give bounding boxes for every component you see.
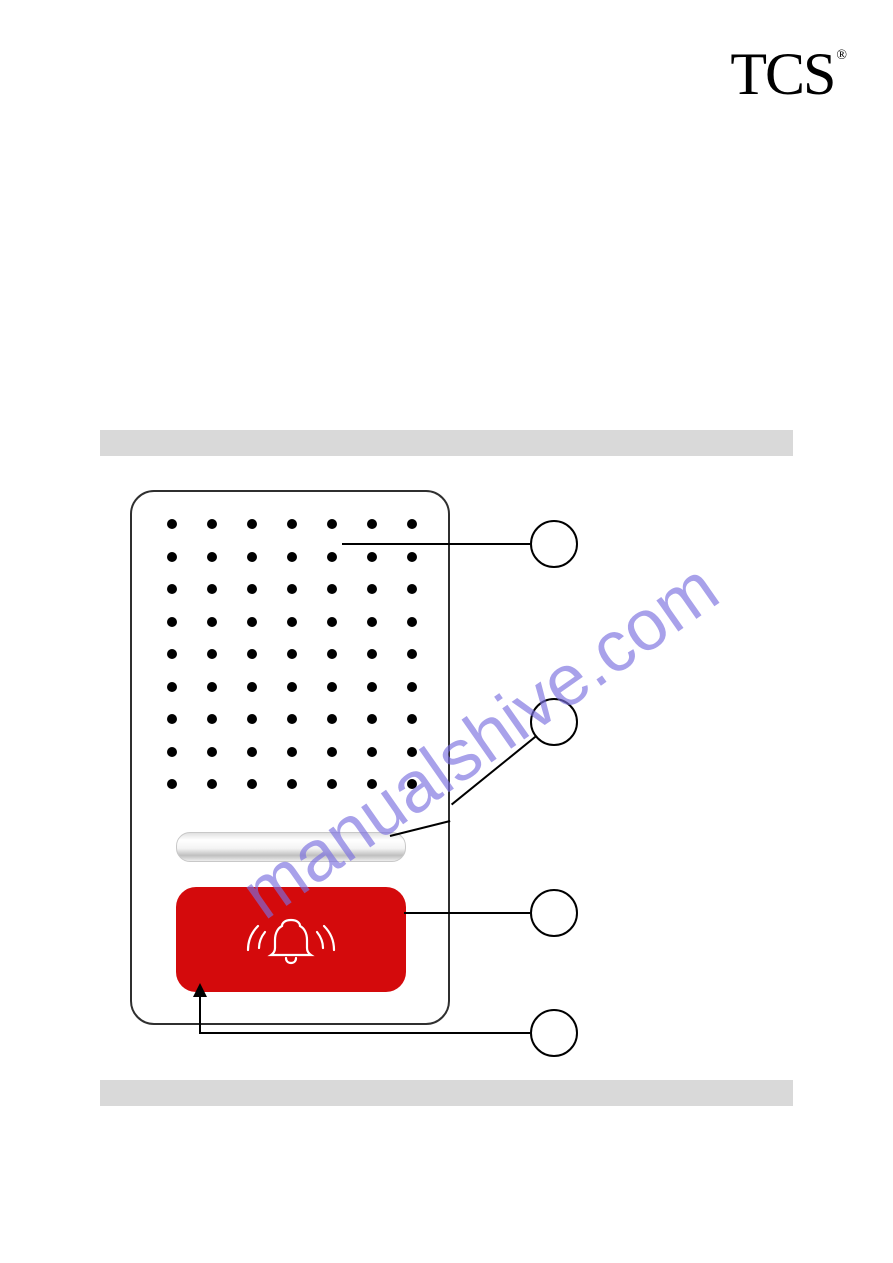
- speaker-dot: [407, 682, 417, 692]
- speaker-dot: [247, 649, 257, 659]
- speaker-dot: [407, 714, 417, 724]
- speaker-dot: [167, 649, 177, 659]
- speaker-dot: [207, 617, 217, 627]
- speaker-dot: [367, 747, 377, 757]
- speaker-dot: [167, 584, 177, 594]
- speaker-dot: [367, 617, 377, 627]
- speaker-dot: [327, 584, 337, 594]
- speaker-dot: [207, 519, 217, 529]
- speaker-dot: [367, 779, 377, 789]
- callout-leader: [342, 543, 530, 545]
- speaker-dot: [407, 552, 417, 562]
- speaker-dot: [407, 617, 417, 627]
- speaker-dot: [367, 682, 377, 692]
- speaker-dot: [167, 714, 177, 724]
- speaker-dot: [167, 779, 177, 789]
- speaker-dot: [287, 747, 297, 757]
- speaker-dot: [167, 682, 177, 692]
- speaker-dot: [167, 617, 177, 627]
- speaker-dot: [247, 519, 257, 529]
- speaker-dot: [247, 747, 257, 757]
- speaker-dot: [287, 682, 297, 692]
- brand-logo: TCS®: [730, 40, 843, 109]
- speaker-dot: [327, 747, 337, 757]
- speaker-dot: [327, 682, 337, 692]
- speaker-dot: [287, 779, 297, 789]
- speaker-dot: [367, 714, 377, 724]
- speaker-grille: [172, 524, 412, 784]
- speaker-dot: [287, 552, 297, 562]
- speaker-dot: [207, 552, 217, 562]
- callout-arrow-head: [193, 983, 207, 997]
- bell-icon: [241, 910, 341, 970]
- speaker-dot: [247, 682, 257, 692]
- callout-circle-4: [530, 1009, 578, 1057]
- callout-arrow-stem: [199, 996, 201, 1034]
- callout-leader: [200, 1032, 530, 1034]
- speaker-dot: [167, 747, 177, 757]
- speaker-dot: [287, 584, 297, 594]
- speaker-dot: [407, 649, 417, 659]
- speaker-dot: [327, 617, 337, 627]
- speaker-dot: [247, 584, 257, 594]
- logo-text: TCS: [730, 41, 834, 107]
- speaker-dot: [287, 519, 297, 529]
- speaker-dot: [327, 779, 337, 789]
- speaker-dot: [407, 519, 417, 529]
- callout-leader: [404, 912, 530, 914]
- speaker-dot: [167, 552, 177, 562]
- speaker-dot: [327, 519, 337, 529]
- speaker-dot: [367, 519, 377, 529]
- speaker-dot: [207, 649, 217, 659]
- callout-circle-2: [530, 698, 578, 746]
- speaker-dot: [287, 649, 297, 659]
- speaker-dot: [207, 747, 217, 757]
- speaker-dot: [327, 649, 337, 659]
- speaker-dot: [207, 779, 217, 789]
- speaker-dot: [247, 617, 257, 627]
- registered-mark: ®: [836, 48, 845, 63]
- speaker-dot: [247, 714, 257, 724]
- callout-circle-1: [530, 520, 578, 568]
- nameplate: [176, 832, 406, 862]
- speaker-dot: [367, 649, 377, 659]
- section-bar-bottom: [100, 1080, 793, 1106]
- section-bar-top: [100, 430, 793, 456]
- speaker-dot: [407, 747, 417, 757]
- speaker-dot: [287, 714, 297, 724]
- speaker-dot: [407, 584, 417, 594]
- speaker-dot: [287, 617, 297, 627]
- speaker-dot: [247, 552, 257, 562]
- speaker-dot: [207, 714, 217, 724]
- speaker-dot: [207, 682, 217, 692]
- call-button: [176, 887, 406, 992]
- device-diagram: [120, 480, 770, 1040]
- speaker-dot: [327, 552, 337, 562]
- device-outline: [130, 490, 450, 1025]
- speaker-dot: [167, 519, 177, 529]
- speaker-dot: [367, 584, 377, 594]
- speaker-dot: [247, 779, 257, 789]
- speaker-dot: [207, 584, 217, 594]
- speaker-dot: [367, 552, 377, 562]
- callout-circle-3: [530, 889, 578, 937]
- speaker-dot: [407, 779, 417, 789]
- speaker-dot: [327, 714, 337, 724]
